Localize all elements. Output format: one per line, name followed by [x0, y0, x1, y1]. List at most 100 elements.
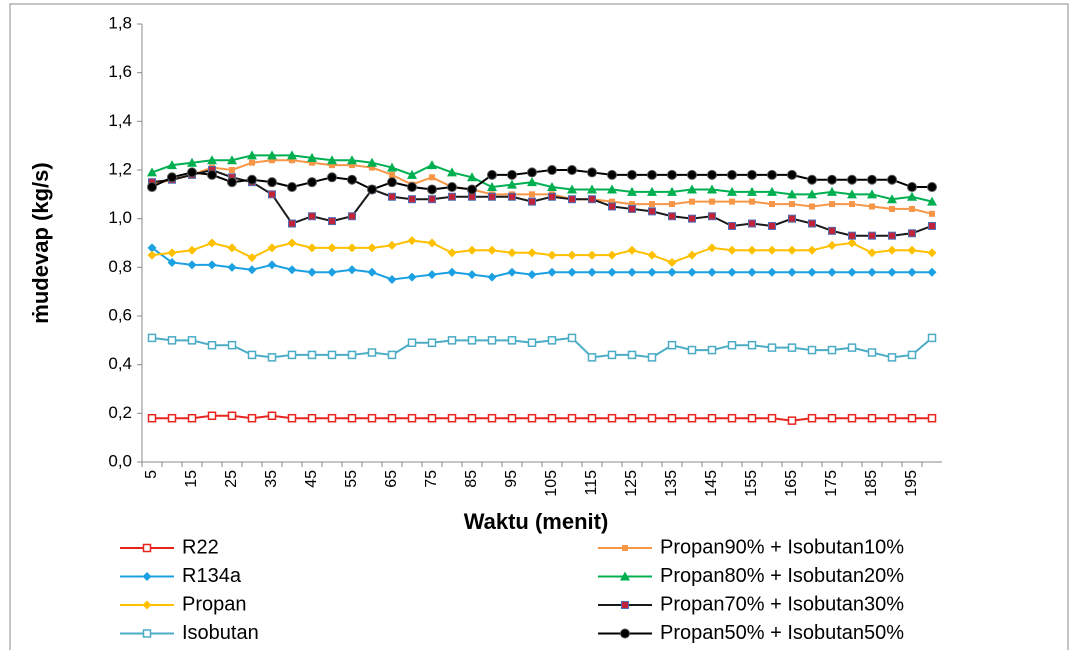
marker [427, 184, 437, 195]
marker [727, 245, 737, 255]
marker [767, 413, 777, 423]
marker [707, 345, 717, 355]
marker [568, 195, 576, 204]
marker [407, 236, 417, 246]
marker [787, 245, 797, 255]
marker [327, 350, 337, 360]
marker [187, 413, 197, 423]
marker [227, 262, 237, 272]
marker [527, 413, 537, 423]
marker [427, 270, 437, 280]
marker [687, 267, 697, 277]
marker [621, 601, 629, 609]
marker [427, 338, 437, 348]
marker [747, 413, 757, 423]
marker [869, 203, 875, 210]
marker [767, 245, 777, 255]
marker [407, 169, 417, 179]
marker [587, 184, 597, 194]
marker [448, 192, 456, 201]
marker [527, 248, 537, 258]
marker [347, 174, 357, 185]
marker [807, 245, 817, 255]
marker [467, 270, 477, 280]
marker [309, 159, 315, 166]
x-tick-label: 165 [783, 470, 800, 497]
marker [927, 196, 937, 206]
marker [407, 182, 417, 193]
marker [627, 350, 637, 360]
marker [847, 238, 857, 248]
x-tick-label: 75 [423, 470, 440, 488]
marker [867, 413, 877, 423]
marker [147, 333, 157, 343]
marker [288, 219, 296, 228]
x-tick-label: 125 [623, 470, 640, 497]
marker [267, 243, 277, 253]
marker [747, 186, 757, 196]
marker [620, 571, 630, 581]
marker [328, 217, 336, 226]
marker [247, 174, 257, 185]
marker [847, 413, 857, 423]
marker [527, 167, 537, 178]
marker [827, 186, 837, 196]
marker [787, 343, 797, 352]
marker [287, 150, 297, 160]
marker [528, 197, 536, 206]
marker [547, 250, 557, 260]
marker [247, 413, 257, 423]
marker [767, 186, 777, 196]
marker [829, 201, 835, 208]
marker [227, 243, 237, 253]
marker [167, 336, 177, 345]
y-tick-label: 1,6 [108, 62, 132, 81]
marker [408, 195, 416, 204]
marker [927, 413, 937, 423]
marker [707, 184, 717, 194]
y-tick-label: 1,8 [108, 13, 132, 32]
marker [327, 243, 337, 253]
marker [728, 221, 736, 230]
marker [387, 350, 397, 360]
x-tick-label: 5 [143, 470, 160, 479]
marker [627, 169, 637, 180]
marker [427, 238, 437, 248]
marker [567, 333, 577, 343]
marker [447, 413, 457, 423]
marker [327, 267, 337, 277]
marker [527, 177, 537, 187]
marker [687, 184, 697, 194]
marker [887, 413, 897, 423]
marker [887, 245, 897, 255]
marker [207, 238, 217, 248]
series-line [151, 159, 933, 215]
marker [808, 219, 816, 228]
marker [607, 413, 617, 423]
marker [487, 245, 497, 255]
marker [807, 345, 817, 355]
marker [527, 270, 537, 280]
x-tick-label: 115 [583, 470, 600, 496]
marker [607, 250, 617, 260]
marker [207, 340, 217, 350]
marker [847, 267, 857, 277]
marker [907, 413, 917, 423]
marker [387, 240, 397, 250]
marker [307, 350, 317, 360]
marker [487, 336, 497, 345]
marker [147, 167, 157, 177]
marker [888, 231, 896, 240]
marker [367, 267, 377, 277]
marker [267, 177, 277, 188]
series-line [151, 239, 933, 264]
legend-label: Isobutan [182, 622, 259, 644]
marker [907, 182, 917, 193]
marker [587, 267, 597, 277]
marker [907, 267, 917, 277]
marker [807, 174, 817, 185]
marker [689, 198, 695, 205]
x-tick-label: 195 [903, 470, 920, 497]
marker [747, 267, 757, 277]
marker [687, 345, 697, 355]
